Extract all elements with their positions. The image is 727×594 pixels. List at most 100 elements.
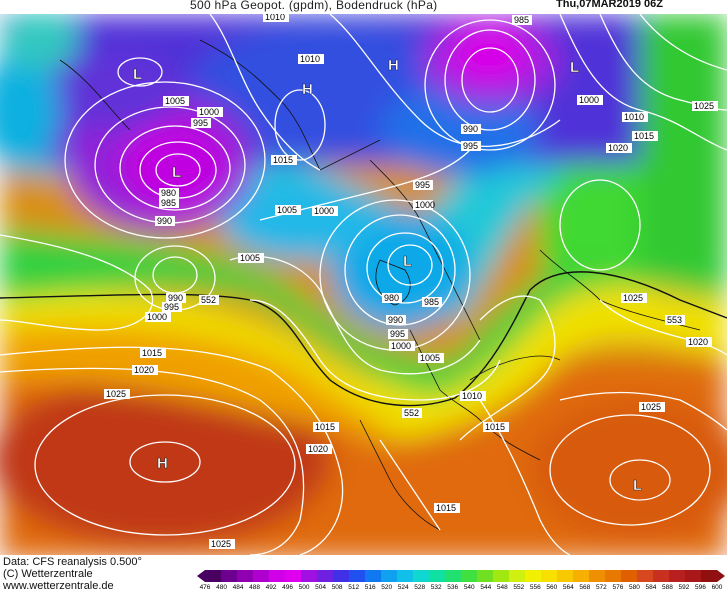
svg-text:1000: 1000: [147, 312, 167, 322]
isobar-label: 1025: [639, 402, 665, 412]
isobar-label: 1015: [434, 503, 460, 513]
scale-swatch: [269, 570, 286, 582]
pressure-symbol: L: [133, 66, 142, 83]
scale-arrow-left: [197, 570, 205, 582]
svg-text:980: 980: [161, 188, 176, 198]
map-title: 500 hPa Geopot. (gpdm), Bodendruck (hPa): [190, 0, 438, 12]
data-source: Data: CFS reanalysis 0.500°: [3, 556, 142, 568]
scale-tick-label: 496: [282, 584, 294, 591]
isobar-label: 1010: [460, 391, 486, 401]
svg-text:1025: 1025: [623, 293, 643, 303]
svg-text:1010: 1010: [462, 391, 482, 401]
isobar-label: 995: [191, 118, 211, 128]
isobar-label: 1000: [312, 206, 338, 216]
isobar-label: 1005: [238, 253, 264, 263]
scale-tick-label: 516: [364, 584, 376, 591]
scale-swatch: [557, 570, 574, 582]
isobar-label: 1015: [632, 131, 658, 141]
svg-text:1015: 1015: [315, 422, 335, 432]
svg-text:1015: 1015: [142, 348, 162, 358]
color-scale-labels: 476 480 484 488 492 496 500 504 508 512 516 520 524 5…: [200, 584, 725, 594]
scale-tick-label: 596: [695, 584, 706, 591]
isobar-label: 1005: [418, 353, 444, 363]
isobar-label: 1020: [606, 143, 632, 153]
scale-swatch: [669, 570, 686, 582]
scale-tick-label: 592: [678, 584, 690, 591]
isobar-label: 985: [159, 198, 179, 208]
svg-text:990: 990: [157, 216, 172, 226]
svg-text:995: 995: [390, 329, 405, 339]
svg-text:1015: 1015: [273, 155, 293, 165]
scale-swatch: [205, 570, 222, 582]
scale-arrow-right: [717, 570, 725, 582]
scale-swatch: [637, 570, 654, 582]
scale-tick-label: 544: [480, 584, 492, 591]
scale-tick-label: 532: [430, 584, 442, 591]
svg-text:1000: 1000: [415, 200, 435, 210]
svg-text:1010: 1010: [624, 112, 644, 122]
svg-text:1025: 1025: [694, 101, 714, 111]
isobar-label: 1010: [263, 14, 289, 22]
pressure-symbol: L: [403, 253, 412, 270]
svg-text:1025: 1025: [211, 539, 231, 549]
scale-swatch: [477, 570, 494, 582]
scale-swatch: [445, 570, 462, 582]
website: www.wetterzentrale.de: [3, 580, 114, 592]
scale-swatch: [349, 570, 366, 582]
isobar-label: 1015: [483, 422, 509, 432]
scale-tick-label: 536: [447, 584, 459, 591]
scale-tick-label: 476: [199, 584, 211, 591]
svg-text:990: 990: [463, 124, 478, 134]
svg-text:552: 552: [201, 295, 216, 305]
svg-text:1020: 1020: [608, 143, 628, 153]
isobar-label: 1020: [132, 365, 158, 375]
svg-text:1005: 1005: [165, 96, 185, 106]
isobar-label: 1000: [577, 95, 603, 105]
isobar-label: 1010: [622, 112, 648, 122]
isobar-label: 1020: [306, 444, 332, 454]
pressure-symbol: L: [172, 164, 181, 181]
isobar-label: 1025: [621, 293, 647, 303]
isobar-label: 990: [166, 293, 186, 303]
scale-swatch: [701, 570, 718, 582]
svg-text:985: 985: [514, 15, 529, 25]
isobar-label: 985: [422, 297, 442, 307]
scale-tick-label: 556: [529, 584, 541, 591]
svg-text:995: 995: [164, 302, 179, 312]
scale-swatch: [365, 570, 382, 582]
isobar-label: 1015: [313, 422, 339, 432]
scale-tick-label: 484: [232, 584, 244, 591]
isobar-label: 1000: [389, 341, 415, 351]
isobar-label: 1020: [686, 337, 712, 347]
scale-tick-label: 584: [645, 584, 657, 591]
isobar-label: 1005: [163, 96, 189, 106]
scale-swatch: [653, 570, 670, 582]
pressure-symbol: L: [570, 59, 579, 76]
svg-text:1010: 1010: [300, 54, 320, 64]
scale-swatch: [461, 570, 478, 582]
svg-text:1005: 1005: [240, 253, 260, 263]
svg-text:1020: 1020: [688, 337, 708, 347]
svg-text:1015: 1015: [436, 503, 456, 513]
scale-swatch: [685, 570, 702, 582]
scale-tick-label: 508: [331, 584, 343, 591]
svg-text:1015: 1015: [485, 422, 505, 432]
scale-tick-label: 492: [265, 584, 277, 591]
scale-swatch: [301, 570, 318, 582]
svg-text:995: 995: [463, 141, 478, 151]
scale-tick-label: 560: [546, 584, 558, 591]
isobar-label: 980: [159, 188, 179, 198]
scale-swatch: [493, 570, 510, 582]
scale-tick-label: 588: [662, 584, 673, 591]
scale-tick-label: 568: [579, 584, 591, 591]
pressure-symbol: H: [302, 81, 313, 98]
svg-text:553: 553: [667, 315, 682, 325]
svg-text:1010: 1010: [265, 14, 285, 22]
scale-swatch: [573, 570, 590, 582]
isobar-label: 995: [461, 141, 481, 151]
scale-swatch: [541, 570, 558, 582]
scale-tick-label: 524: [397, 584, 409, 591]
scale-tick-label: 488: [249, 584, 260, 591]
scale-tick-label: 548: [496, 584, 508, 591]
isobar-label: 1025: [104, 389, 130, 399]
